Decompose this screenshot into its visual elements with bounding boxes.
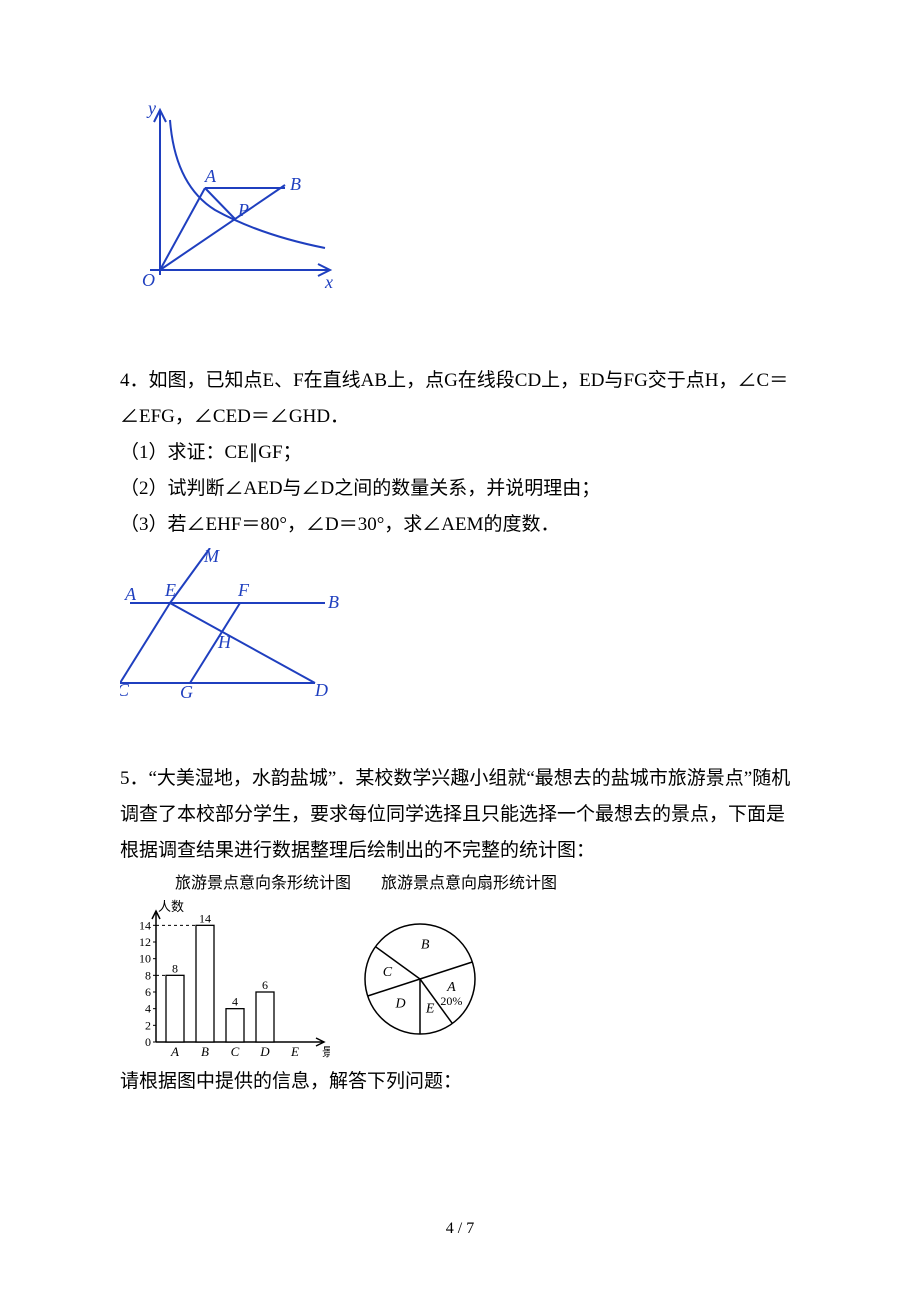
svg-text:14: 14 [139,919,151,933]
svg-text:景点: 景点 [322,1045,330,1059]
p4-intro: 4．如图，已知点E、F在直线AB上，点G在线段CD上，ED与FG交于点H，∠C＝… [120,363,800,435]
svg-text:D: D [259,1044,270,1059]
svg-text:8: 8 [145,969,151,983]
p4-q3: （3）若∠EHF＝80°，∠D＝30°，求∠AEM的度数． [120,507,800,543]
label-D: D [314,680,328,698]
problem-4: 4．如图，已知点E、F在直线AB上，点G在线段CD上，ED与FG交于点H，∠C＝… [120,363,800,711]
svg-text:4: 4 [232,995,238,1009]
svg-text:C: C [231,1044,240,1059]
svg-text:B: B [421,938,430,953]
svg-text:8: 8 [172,962,178,976]
parallel-lines-diagram: M A E F B H C G D [120,548,350,698]
axis-label-y: y [146,100,156,118]
svg-text:14: 14 [199,912,211,926]
problem-5: 5．“大美湿地，水韵盐城”．某校数学兴趣小组就“最想去的盐城市旅游景点”随机调查… [120,761,800,1101]
bar-chart-title: 旅游景点意向条形统计图 [175,869,351,899]
label-E: E [164,580,176,600]
svg-text:D: D [395,997,406,1012]
svg-text:4: 4 [145,1002,151,1016]
pie-chart: A20% B C D E [330,899,510,1064]
bar-chart: 人数 0 2 4 6 8 10 12 14 8 A 14 B 4 C 6 D E 景点 [120,899,330,1064]
p5-closing: 请根据图中提供的信息，解答下列问题： [120,1064,800,1100]
figure-problem-3: y x O A B P [120,100,800,313]
pie-chart-title: 旅游景点意向扇形统计图 [381,869,557,899]
label-G: G [180,682,193,698]
label-M: M [203,548,220,566]
svg-text:0: 0 [145,1035,151,1049]
coord-graph: y x O A B P [120,100,340,300]
svg-text:6: 6 [262,978,268,992]
p5-intro: 5．“大美湿地，水韵盐城”．某校数学兴趣小组就“最想去的盐城市旅游景点”随机调查… [120,761,800,869]
svg-text:A: A [446,981,456,996]
point-A: A [204,166,217,186]
label-H: H [217,632,232,652]
svg-text:C: C [383,965,393,980]
svg-text:6: 6 [145,985,151,999]
chart-titles-row: 旅游景点意向条形统计图 旅游景点意向扇形统计图 [175,869,800,899]
svg-text:2: 2 [145,1019,151,1033]
label-F: F [237,580,250,600]
svg-text:10: 10 [139,952,151,966]
label-B: B [328,592,339,612]
figure-problem-4: M A E F B H C G D [120,548,800,711]
svg-text:E: E [425,1002,435,1017]
label-A: A [124,584,137,604]
axis-label-x: x [324,272,333,292]
dual-chart-row: 人数024681012148A14B4C6DE景点 A20%BCDE [120,899,800,1064]
svg-text:人数: 人数 [158,899,184,914]
p4-q2: （2）试判断∠AED与∠D之间的数量关系，并说明理由； [120,471,800,507]
svg-text:12: 12 [139,935,151,949]
svg-text:A: A [170,1044,179,1059]
p4-q1: （1）求证：CE∥GF； [120,435,800,471]
point-P: P [237,200,249,220]
point-B: B [290,174,301,194]
svg-text:E: E [290,1044,299,1059]
svg-text:B: B [201,1044,209,1059]
page-number: 4 / 7 [0,1214,920,1244]
svg-text:20%: 20% [440,995,462,1009]
point-O: O [142,270,155,290]
label-C: C [120,680,130,698]
